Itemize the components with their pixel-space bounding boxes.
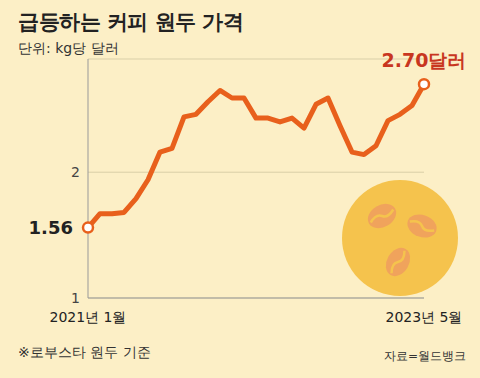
svg-text:1.56: 1.56 — [29, 217, 73, 238]
html-text:급등하는 커피 원두 가격: 급등하는 커피 원두 가격 — [18, 10, 244, 34]
html-text:자료=월드뱅크: 자료=월드뱅크 — [383, 349, 466, 363]
svg-text:2: 2 — [71, 164, 80, 180]
html-text:단위: kg당 달러: 단위: kg당 달러 — [18, 40, 119, 56]
svg-text:2021년 1월: 2021년 1월 — [50, 309, 127, 325]
svg-text:2.70달러: 2.70달러 — [382, 49, 467, 71]
html-text:※로부스타 원두 기준: ※로부스타 원두 기준 — [18, 344, 151, 360]
svg-text:1: 1 — [71, 290, 80, 306]
svg-text:2023년 5월: 2023년 5월 — [386, 309, 463, 325]
